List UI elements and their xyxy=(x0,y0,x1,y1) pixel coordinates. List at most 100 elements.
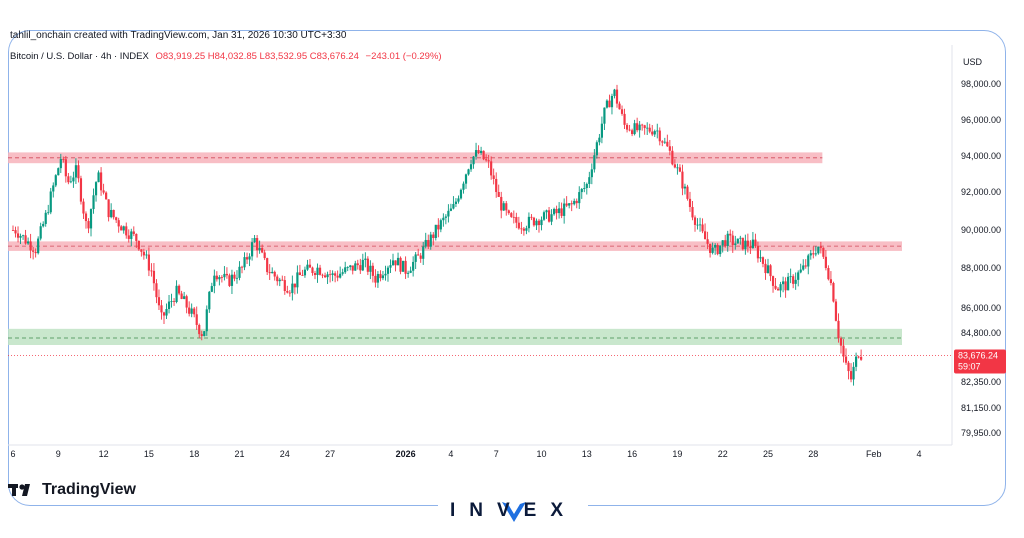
time-tick-label: 21 xyxy=(234,449,244,459)
candle-body xyxy=(200,334,203,336)
candle-body xyxy=(32,250,35,252)
candle-body xyxy=(266,258,269,273)
candle-body xyxy=(278,279,281,282)
price-tick-label: 90,000.00 xyxy=(961,225,1001,235)
candle-body xyxy=(306,264,309,270)
candle-body xyxy=(303,269,307,276)
candle-body xyxy=(27,241,30,244)
tradingview-wordmark: TradingView xyxy=(42,481,136,498)
candle-body xyxy=(573,200,576,205)
price-tick-label: 82,350.00 xyxy=(961,377,1001,387)
candle-body xyxy=(658,130,661,142)
symbol-name: Bitcoin / U.S. Dollar · 4h · INDEX xyxy=(10,51,149,62)
candle-body xyxy=(97,172,100,183)
candle-body xyxy=(575,200,578,204)
candle-body xyxy=(258,247,261,251)
candle-body xyxy=(678,167,682,172)
tradingview-logo-icon xyxy=(8,484,30,496)
candle-body xyxy=(636,123,639,131)
candle-body xyxy=(444,216,447,218)
candle-body xyxy=(296,272,299,288)
candle-body xyxy=(89,209,93,229)
candle-body xyxy=(547,210,551,222)
candle-body xyxy=(701,224,704,232)
candle-body xyxy=(92,195,95,210)
candle-body xyxy=(152,270,156,284)
candle-body xyxy=(570,203,573,205)
candle-body xyxy=(42,223,45,227)
candle-body xyxy=(329,274,332,276)
candle-body xyxy=(522,228,525,231)
candle-body xyxy=(178,285,181,294)
candle-body xyxy=(661,141,664,143)
candle-body xyxy=(565,203,568,206)
candle-body xyxy=(631,130,634,135)
candle-body xyxy=(248,256,251,260)
candle-body xyxy=(449,208,452,211)
candle-body xyxy=(507,210,510,214)
candle-body xyxy=(769,265,772,277)
candle-body xyxy=(105,192,108,200)
candle-body xyxy=(600,123,603,138)
time-tick-label: 10 xyxy=(536,449,546,459)
candle-body xyxy=(24,235,27,244)
candle-body xyxy=(180,293,183,299)
candle-body xyxy=(147,254,150,271)
candle-body xyxy=(771,276,775,286)
candle-body xyxy=(120,226,123,231)
candle-body xyxy=(457,198,460,202)
time-tick-label: 4 xyxy=(916,449,921,459)
candle-body xyxy=(412,261,415,271)
candle-body xyxy=(474,150,478,157)
candle-body xyxy=(462,183,465,190)
time-tick-label: 4 xyxy=(448,449,453,459)
candle-body xyxy=(641,124,644,126)
candle-body xyxy=(726,233,729,247)
candle-body xyxy=(505,203,508,211)
candle-body xyxy=(245,257,249,260)
price-change: −243.01 (−0.29%) xyxy=(365,51,442,62)
time-tick-label: 13 xyxy=(582,449,592,459)
candle-body xyxy=(568,203,571,206)
candle-body xyxy=(230,274,234,286)
candle-body xyxy=(225,273,229,276)
candle-body xyxy=(47,212,50,214)
candle-body xyxy=(39,226,42,239)
candle-body xyxy=(558,208,561,214)
candle-body xyxy=(167,301,171,310)
candle-body xyxy=(193,308,196,315)
candle-body xyxy=(389,265,392,268)
candle-body xyxy=(477,150,480,153)
candle-body xyxy=(555,208,558,214)
candle-body xyxy=(308,264,312,268)
candle-body xyxy=(107,199,110,218)
candle-body xyxy=(281,279,284,281)
candle-body xyxy=(807,255,810,267)
candle-body xyxy=(369,265,372,272)
created-by-line: tahlil_onchain created with TradingView.… xyxy=(10,30,347,41)
candle-body xyxy=(802,265,805,270)
candle-body xyxy=(69,181,72,183)
candle-body xyxy=(339,273,342,278)
zone-resistance-1 xyxy=(8,241,902,251)
candle-body xyxy=(293,283,296,288)
candle-body xyxy=(419,255,422,259)
candle-body xyxy=(384,273,387,276)
candle-body xyxy=(590,169,593,178)
candle-body xyxy=(137,240,140,250)
candle-body xyxy=(59,159,62,169)
candle-body xyxy=(812,253,815,255)
candle-body xyxy=(782,281,785,285)
tradingview-logo[interactable]: TradingView xyxy=(8,480,136,500)
time-tick-label: 24 xyxy=(280,449,290,459)
candle-body xyxy=(414,254,417,262)
candle-body xyxy=(198,324,201,335)
candle-body xyxy=(517,222,520,229)
candle-body xyxy=(364,258,367,260)
ohlc-values: O83,919.25 H84,032.85 L83,532.95 C83,676… xyxy=(155,51,359,62)
candle-body xyxy=(804,265,807,267)
candle-body xyxy=(205,309,208,332)
candle-body xyxy=(162,312,166,316)
candle-body xyxy=(847,362,850,372)
